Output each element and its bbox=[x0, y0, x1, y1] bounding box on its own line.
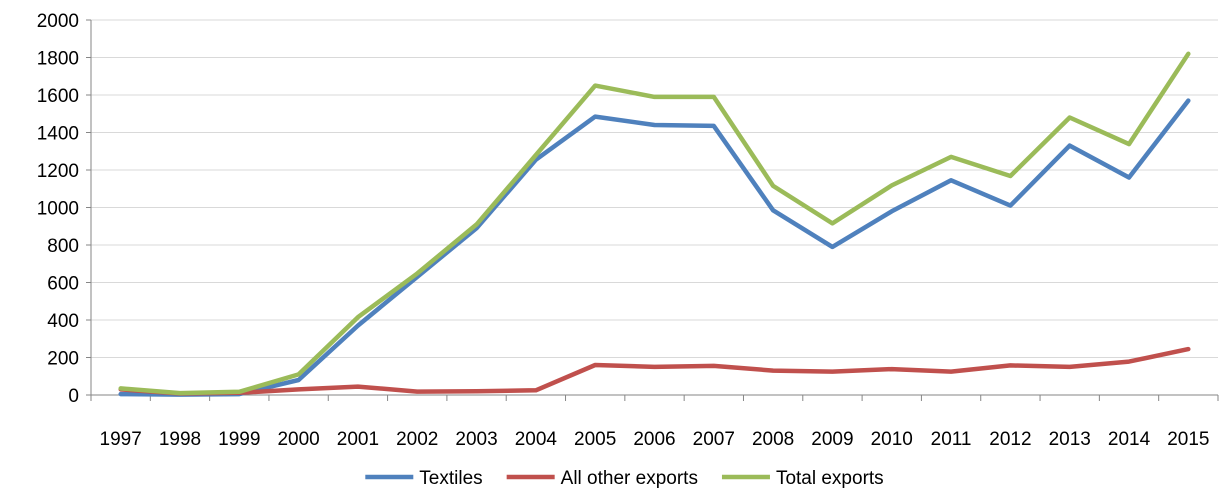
y-tick-label: 600 bbox=[47, 274, 79, 295]
legend-label: All other exports bbox=[561, 468, 698, 489]
data-point-total-exports bbox=[1186, 52, 1190, 56]
y-axis-tick-labels: 0 200 400 600 800 1000 1200 1400 1600 1800 2000 bbox=[37, 11, 79, 407]
data-point-total-exports bbox=[830, 221, 834, 225]
data-point-all-other-exports bbox=[593, 363, 597, 367]
data-point-total-exports bbox=[178, 391, 182, 395]
data-point-textiles bbox=[1068, 144, 1072, 148]
data-point-all-other-exports bbox=[653, 365, 657, 369]
axes bbox=[86, 19, 1219, 401]
series-line-all-other-exports bbox=[118, 346, 1191, 396]
data-point-textiles bbox=[1127, 176, 1131, 180]
data-point-textiles bbox=[297, 378, 301, 382]
data-point-all-other-exports bbox=[1127, 360, 1131, 364]
data-point-total-exports bbox=[534, 153, 538, 157]
x-tick-label: 2006 bbox=[633, 429, 675, 450]
x-tick-label: 2008 bbox=[752, 429, 794, 450]
data-point-total-exports bbox=[890, 183, 894, 187]
data-point-total-exports bbox=[771, 184, 775, 188]
data-point-total-exports bbox=[297, 372, 301, 376]
data-point-textiles bbox=[356, 324, 360, 328]
data-point-total-exports bbox=[1127, 142, 1131, 146]
data-point-total-exports bbox=[1068, 116, 1072, 120]
data-point-textiles bbox=[593, 115, 597, 119]
x-tick-label: 2015 bbox=[1167, 429, 1209, 450]
x-tick-label: 2014 bbox=[1108, 429, 1151, 450]
x-tick-label: 2011 bbox=[931, 429, 972, 450]
data-point-total-exports bbox=[949, 155, 953, 159]
x-tick-label: 2012 bbox=[989, 429, 1031, 450]
y-tick-label: 200 bbox=[47, 349, 79, 370]
series-line-textiles bbox=[118, 98, 1191, 397]
data-point-textiles bbox=[653, 123, 657, 127]
data-point-textiles bbox=[712, 124, 716, 128]
data-point-all-other-exports bbox=[1186, 347, 1190, 351]
data-point-textiles bbox=[1008, 204, 1012, 208]
data-point-all-other-exports bbox=[356, 385, 360, 389]
data-point-all-other-exports bbox=[475, 389, 479, 393]
data-point-textiles bbox=[890, 209, 894, 213]
data-point-all-other-exports bbox=[297, 387, 301, 391]
legend-label: Total exports bbox=[776, 468, 884, 489]
data-point-total-exports bbox=[119, 386, 123, 390]
data-point-textiles bbox=[771, 208, 775, 212]
data-point-textiles bbox=[119, 392, 123, 396]
y-tick-label: 400 bbox=[47, 311, 79, 332]
data-point-all-other-exports bbox=[830, 370, 834, 374]
y-tick-label: 2000 bbox=[37, 11, 79, 32]
legend: Textiles All other exports Total exports bbox=[365, 468, 884, 489]
data-point-all-other-exports bbox=[949, 370, 953, 374]
legend-label: Textiles bbox=[419, 468, 482, 489]
data-point-textiles bbox=[1186, 99, 1190, 103]
y-tick-label: 800 bbox=[47, 236, 79, 257]
data-point-total-exports bbox=[653, 95, 657, 99]
data-point-all-other-exports bbox=[534, 388, 538, 392]
data-point-all-other-exports bbox=[1008, 363, 1012, 367]
data-point-total-exports bbox=[415, 272, 419, 276]
series-lines bbox=[118, 51, 1191, 397]
x-tick-label: 2002 bbox=[396, 429, 438, 450]
data-point-total-exports bbox=[356, 315, 360, 319]
data-point-all-other-exports bbox=[771, 369, 775, 373]
data-point-all-other-exports bbox=[1068, 365, 1072, 369]
series-line-total-exports bbox=[118, 51, 1191, 396]
data-point-all-other-exports bbox=[712, 364, 716, 368]
x-tick-label: 1997 bbox=[100, 429, 142, 450]
data-point-textiles bbox=[949, 178, 953, 182]
x-axis-tick-labels: 1997 1998 1999 2000 2001 2002 2003 2004 2005 2006… bbox=[100, 429, 1210, 450]
x-tick-label: 2001 bbox=[337, 429, 379, 450]
data-point-total-exports bbox=[593, 84, 597, 88]
y-tick-label: 1000 bbox=[37, 199, 79, 220]
data-point-all-other-exports bbox=[890, 367, 894, 371]
x-tick-label: 2010 bbox=[871, 429, 913, 450]
gridlines bbox=[91, 19, 1218, 358]
x-tick-label: 2013 bbox=[1049, 429, 1091, 450]
y-tick-label: 1400 bbox=[37, 124, 79, 145]
y-tick-label: 1600 bbox=[37, 86, 79, 107]
y-tick-label: 0 bbox=[68, 386, 79, 407]
data-point-total-exports bbox=[712, 95, 716, 99]
x-tick-label: 2009 bbox=[811, 429, 853, 450]
x-tick-label: 1998 bbox=[159, 429, 201, 450]
data-point-textiles bbox=[830, 245, 834, 249]
data-point-total-exports bbox=[475, 222, 479, 226]
x-tick-label: 2003 bbox=[455, 429, 497, 450]
y-tick-label: 1800 bbox=[37, 49, 79, 70]
data-point-all-other-exports bbox=[415, 390, 419, 394]
x-tick-label: 2004 bbox=[515, 429, 558, 450]
data-point-total-exports bbox=[237, 390, 241, 394]
x-tick-label: 2000 bbox=[277, 429, 319, 450]
data-point-total-exports bbox=[1008, 174, 1012, 178]
y-tick-label: 1200 bbox=[37, 161, 79, 182]
x-tick-label: 1999 bbox=[218, 429, 260, 450]
x-tick-label: 2007 bbox=[693, 429, 735, 450]
x-tick-label: 2005 bbox=[574, 429, 616, 450]
